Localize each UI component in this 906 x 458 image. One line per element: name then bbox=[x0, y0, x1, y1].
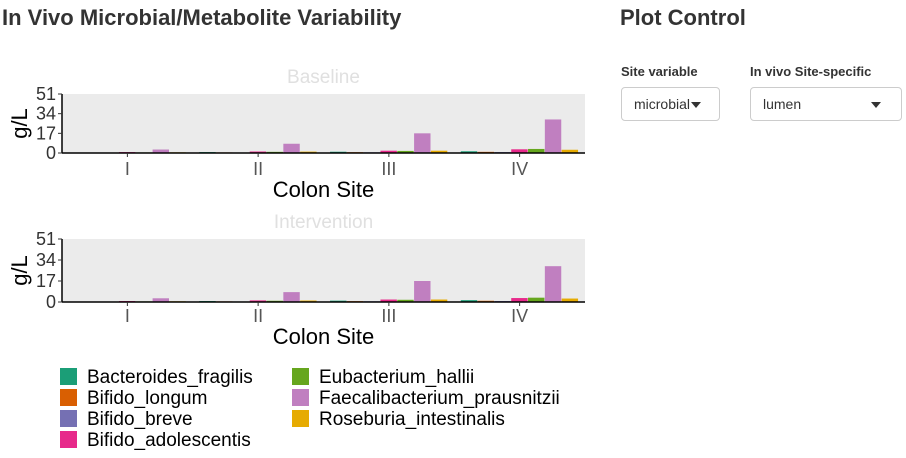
bar bbox=[430, 299, 448, 302]
x-tick-label: IV bbox=[511, 159, 528, 179]
panel-background bbox=[62, 239, 585, 302]
x-tick-label: IV bbox=[511, 306, 528, 326]
legend-swatch bbox=[60, 368, 77, 385]
chevron-down-icon bbox=[871, 102, 881, 108]
y-tick-label: 0 bbox=[46, 143, 56, 163]
bar bbox=[460, 151, 478, 153]
x-tick-label: I bbox=[125, 159, 130, 179]
bar bbox=[460, 300, 478, 302]
bar bbox=[414, 133, 431, 153]
bar bbox=[561, 149, 579, 153]
panel-background bbox=[62, 94, 585, 153]
bar bbox=[380, 299, 397, 302]
y-tick-label: 51 bbox=[36, 229, 56, 249]
bar bbox=[397, 150, 414, 153]
facet-title: Baseline bbox=[287, 67, 360, 88]
legend-label: Bifido_adolescentis bbox=[87, 430, 251, 451]
plot-control-title: Plot Control bbox=[620, 5, 746, 30]
y-axis-label: g/L bbox=[7, 255, 32, 286]
x-tick-label: I bbox=[125, 306, 130, 326]
legend-label: Bifido_longum bbox=[87, 388, 207, 409]
x-tick-label: III bbox=[381, 306, 396, 326]
legend-swatch bbox=[292, 410, 309, 427]
x-axis-label: Colon Site bbox=[273, 177, 375, 202]
bar bbox=[283, 292, 300, 302]
site-specific-label: In vivo Site-specific bbox=[750, 64, 872, 79]
legend-swatch bbox=[292, 389, 309, 406]
bar bbox=[511, 149, 528, 153]
site-variable-value: microbial bbox=[634, 96, 691, 112]
legend-swatch bbox=[60, 410, 77, 427]
bar bbox=[430, 150, 448, 153]
bar bbox=[528, 148, 545, 153]
legend-swatch bbox=[60, 389, 77, 406]
site-variable-label: Site variable bbox=[621, 64, 698, 79]
bar bbox=[561, 298, 579, 302]
x-tick-label: II bbox=[253, 306, 263, 326]
y-tick-label: 51 bbox=[36, 84, 56, 104]
legend-swatch bbox=[292, 368, 309, 385]
bar bbox=[528, 297, 545, 302]
y-axis-label: g/L bbox=[7, 108, 32, 139]
bar bbox=[380, 150, 397, 153]
y-tick-label: 34 bbox=[36, 250, 56, 270]
bar bbox=[249, 300, 267, 302]
site-specific-control: In vivo Site-specific lumen bbox=[750, 64, 902, 121]
bar bbox=[397, 299, 414, 302]
site-specific-value: lumen bbox=[763, 96, 802, 112]
site-variable-select[interactable]: microbial bbox=[621, 87, 720, 121]
legend-label: Bacteroides_fragilis bbox=[87, 367, 253, 388]
chevron-down-icon bbox=[691, 102, 701, 108]
legend-label: Eubacterium_hallii bbox=[319, 367, 474, 388]
bar bbox=[283, 143, 300, 153]
bar bbox=[511, 298, 528, 302]
y-tick-label: 0 bbox=[46, 292, 56, 312]
legend-label: Faecalibacterium_prausnitzii bbox=[319, 388, 560, 409]
x-axis-label: Colon Site bbox=[273, 324, 375, 349]
bar bbox=[152, 149, 169, 153]
legend-swatch bbox=[60, 431, 77, 448]
site-variable-control: Site variable microbial bbox=[621, 64, 721, 121]
legend-label: Roseburia_intestinalis bbox=[319, 409, 505, 430]
bar bbox=[544, 266, 562, 302]
bar bbox=[414, 281, 431, 302]
x-tick-label: II bbox=[253, 159, 263, 179]
y-tick-label: 17 bbox=[36, 271, 56, 291]
site-specific-select[interactable]: lumen bbox=[750, 87, 902, 121]
page-title: In Vivo Microbial/Metabolite Variability bbox=[2, 5, 402, 30]
facet-title: Intervention bbox=[274, 212, 373, 233]
y-tick-label: 17 bbox=[36, 123, 56, 143]
bar bbox=[152, 298, 169, 302]
y-tick-label: 34 bbox=[36, 104, 56, 124]
bar bbox=[544, 119, 562, 153]
legend-label: Bifido_breve bbox=[87, 409, 193, 430]
x-tick-label: III bbox=[381, 159, 396, 179]
